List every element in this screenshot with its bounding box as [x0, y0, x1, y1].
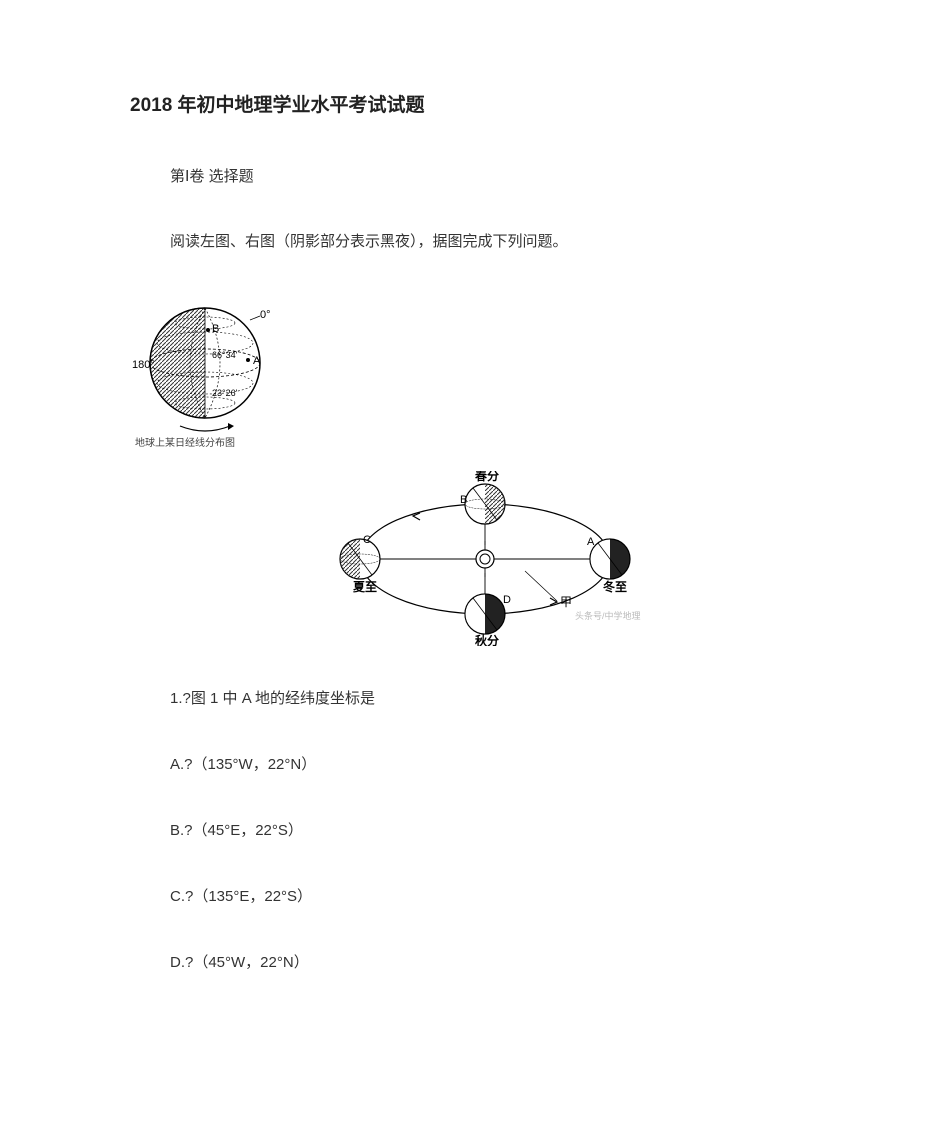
- earth-spring: 春分 B: [460, 471, 505, 524]
- globe-diagram-icon: 0° 180° 66°34' 23°26' A B 地球上某日经线分布图: [130, 298, 300, 448]
- earth-summer: 夏至 C: [340, 534, 380, 594]
- figure1-caption: 地球上某日经线分布图: [135, 436, 235, 448]
- watermark-text: 头条号/中学地理: [575, 610, 641, 621]
- lon-0-label: 0°: [260, 309, 271, 321]
- earth-autumn: 秋分 D: [465, 594, 511, 646]
- svg-text:C: C: [363, 534, 371, 546]
- question-1-stem: 1.?图 1 中 A 地的经纬度坐标是: [170, 687, 815, 711]
- figure-2: 春分 B 秋分 D 夏至 C: [325, 471, 815, 651]
- instruction-text: 阅读左图、右图（阴影部分表示黑夜），据图完成下列问题。: [170, 230, 815, 254]
- lon-180-label: 180°: [132, 359, 155, 371]
- svg-text:秋分: 秋分: [475, 633, 499, 646]
- option-a: A.?（135°W，22°N）: [170, 753, 815, 777]
- svg-text:A: A: [587, 536, 595, 548]
- option-d: D.?（45°W，22°N）: [170, 951, 815, 975]
- svg-text:夏至: 夏至: [353, 580, 377, 594]
- lat-23-label: 23°26': [212, 388, 238, 398]
- option-c: C.?（135°E，22°S）: [170, 885, 815, 909]
- earth-winter: 冬至 A: [587, 536, 630, 594]
- svg-text:冬至: 冬至: [603, 579, 627, 594]
- point-b-label: B: [212, 323, 219, 335]
- section-label: 第Ⅰ卷 选择题: [170, 165, 815, 186]
- figure-1: 0° 180° 66°34' 23°26' A B 地球上某日经线分布图: [130, 298, 815, 453]
- center-label: 甲: [560, 595, 572, 609]
- point-a-label: A: [253, 355, 261, 367]
- lat-66-label: 66°34': [212, 350, 238, 360]
- svg-text:B: B: [460, 494, 467, 506]
- option-b: B.?（45°E，22°S）: [170, 819, 815, 843]
- revolution-diagram-icon: 春分 B 秋分 D 夏至 C: [325, 471, 655, 646]
- page-title: 2018 年初中地理学业水平考试试题: [130, 90, 815, 117]
- svg-text:春分: 春分: [474, 471, 499, 483]
- figures-container: 0° 180° 66°34' 23°26' A B 地球上某日经线分布图: [130, 298, 815, 651]
- svg-text:D: D: [503, 594, 511, 606]
